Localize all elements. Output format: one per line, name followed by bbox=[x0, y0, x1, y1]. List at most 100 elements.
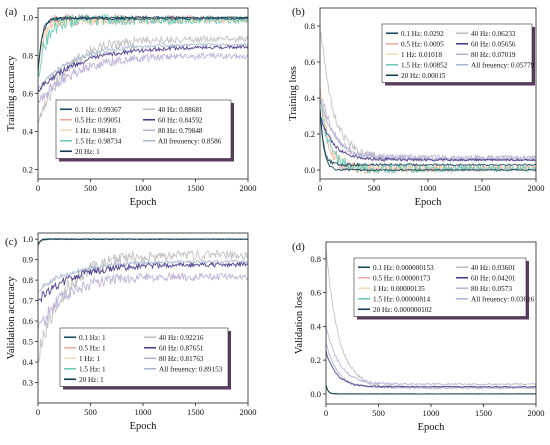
legend-entry: 20 Hz: 0.000000102 bbox=[373, 306, 432, 314]
y-tick-label: 0.5 bbox=[22, 337, 33, 347]
legend-entry: All freuency: 0.89153 bbox=[159, 365, 223, 373]
x-tick-label: 1000 bbox=[135, 407, 152, 417]
series-line-4 bbox=[326, 385, 536, 395]
y-tick-label: 0.8 bbox=[22, 51, 33, 61]
panel-a: (a) 0 500 1000 1500 2000 0.2 0.4 0.6 0.8 1.0 Epoch T… bbox=[5, 6, 257, 208]
legend-entry: 40 Hz: 0.03601 bbox=[471, 264, 516, 272]
legend-entry: 0.1 Hz: 0.000000153 bbox=[373, 264, 434, 272]
legend-entry: 0.1 Hz: 0.0292 bbox=[401, 30, 444, 38]
y-tick-label: 1.0 bbox=[22, 13, 33, 23]
x-tick-label: 500 bbox=[368, 183, 381, 193]
x-tick-label: 2000 bbox=[240, 407, 257, 417]
x-tick-label: 2000 bbox=[528, 408, 545, 418]
y-axis-label: Training accuracy bbox=[6, 55, 17, 131]
legend-entry: 60 Hz: 0.87651 bbox=[159, 344, 204, 352]
legend-entry: All freuency: 0.05779 bbox=[471, 61, 535, 69]
panel-c: (c) 0 500 1000 1500 2000 0.3 0.4 0.5 0.6 0.7 0.8 0.9… bbox=[5, 232, 257, 432]
panel-b: (b) 0 500 1000 1500 2000 0.0 0.2 0.4 0.6 0.8 Epoch T… bbox=[288, 6, 545, 208]
series-line-6 bbox=[38, 261, 248, 304]
legend-entry: 20 Hz: 1 bbox=[75, 148, 100, 156]
series-lines bbox=[320, 30, 536, 175]
y-axis-label: Training loss bbox=[288, 66, 299, 121]
legend-entry: 1 Hz: 0.00000135 bbox=[373, 285, 425, 293]
x-tick-label: 2000 bbox=[240, 183, 257, 193]
series-line-2 bbox=[38, 238, 248, 248]
series-line-6 bbox=[38, 44, 248, 93]
legend-entry: 0.1 Hz: 1 bbox=[79, 334, 106, 342]
series-lines bbox=[38, 238, 248, 363]
legend-entry: 80 Hz: 0.79848 bbox=[158, 127, 203, 135]
legend-entry: 80 Hz: 0.07019 bbox=[471, 51, 516, 59]
legend-entry: 60 Hz: 0.04201 bbox=[471, 274, 516, 282]
y-tick-label: 0.6 bbox=[22, 89, 33, 99]
x-axis-label: Epoch bbox=[418, 422, 446, 433]
x-axis-label: Epoch bbox=[130, 421, 158, 432]
legend: 0.1 Hz: 1 0.5 Hz: 1 1 Hz: 1 1.5 Hz: 1 20 Hz:… bbox=[59, 327, 231, 390]
y-tick-label: 0.0 bbox=[304, 165, 315, 175]
panel-d: (d) 0 500 1000 1500 2000 0.0 0.2 0.4 0.6 0.8 Epoch V… bbox=[292, 241, 545, 433]
series-line-4 bbox=[38, 15, 248, 71]
y-tick-label: 0.2 bbox=[22, 165, 33, 175]
y-axis-label: Validation accuracy bbox=[6, 276, 17, 360]
legend-entry: 0.1 Hz: 0.99367 bbox=[75, 106, 122, 114]
x-tick-label: 0 bbox=[324, 408, 328, 418]
legend-entry: 1.5 Hz: 0.98734 bbox=[75, 137, 122, 145]
x-tick-label: 1000 bbox=[420, 183, 437, 193]
y-tick-label: 0.8 bbox=[304, 21, 315, 31]
legend-entry: 1 Hz: 0.98418 bbox=[75, 127, 116, 135]
y-tick-label: 0.7 bbox=[22, 296, 33, 306]
legend-entry: 80 Hz: 0.81763 bbox=[159, 355, 204, 363]
legend-entry: 1.5 Hz: 1 bbox=[79, 365, 106, 373]
legend-box bbox=[353, 257, 527, 317]
legend: 0.1 Hz: 0.000000153 0.5 Hz: 0.00000173 1 H… bbox=[353, 257, 535, 320]
series-line-8 bbox=[38, 42, 248, 91]
x-tick-label: 1500 bbox=[475, 408, 492, 418]
legend-entry: 40 Hz: 0.88681 bbox=[158, 106, 203, 114]
legend-entry: 40 Hz: 0.06233 bbox=[471, 30, 516, 38]
series-line-5 bbox=[38, 249, 248, 363]
y-tick-label: 0.8 bbox=[310, 254, 321, 264]
x-tick-label: 500 bbox=[84, 183, 97, 193]
x-tick-label: 500 bbox=[372, 408, 385, 418]
x-tick-label: 1500 bbox=[187, 183, 204, 193]
legend-entry: 0.5 Hz: 0.00000173 bbox=[373, 274, 431, 282]
legend-entry: 1.5 Hz: 0.00852 bbox=[401, 61, 448, 69]
legend-entry: 80 Hz: 0.0573 bbox=[471, 285, 512, 293]
x-tick-label: 0 bbox=[36, 407, 40, 417]
x-tick-label: 500 bbox=[84, 407, 97, 417]
series-line-4 bbox=[38, 238, 248, 246]
series-line-4 bbox=[320, 107, 536, 172]
series-line-3 bbox=[38, 13, 248, 78]
series-line-6 bbox=[326, 350, 536, 388]
legend-entry: 0.5 Hz: 0.0095 bbox=[401, 40, 444, 48]
y-tick-label: 0.2 bbox=[310, 355, 321, 365]
series-line-7 bbox=[38, 51, 248, 103]
series-line-7 bbox=[320, 92, 536, 162]
y-tick-label: 0.2 bbox=[304, 129, 315, 139]
y-tick-label: 0.4 bbox=[304, 93, 315, 103]
legend-entry: 60 Hz: 0.84592 bbox=[158, 116, 203, 124]
legend-entry: 1.5 Hz: 0.00000814 bbox=[373, 295, 431, 303]
x-axis-label: Epoch bbox=[130, 197, 158, 208]
y-tick-label: 0.8 bbox=[22, 275, 33, 285]
x-tick-label: 1500 bbox=[474, 183, 491, 193]
y-tick-label: 0.9 bbox=[22, 255, 33, 265]
x-tick-label: 1500 bbox=[187, 407, 204, 417]
panel-label: (b) bbox=[292, 6, 305, 18]
panel-label: (d) bbox=[292, 241, 305, 253]
x-tick-label: 2000 bbox=[528, 183, 545, 193]
series-line-3 bbox=[320, 100, 536, 175]
legend-entry: 60 Hz: 0.05656 bbox=[471, 40, 516, 48]
legend-entry: 1 Hz: 0.01018 bbox=[401, 51, 442, 59]
series-line-8 bbox=[326, 342, 536, 389]
y-tick-label: 0.6 bbox=[22, 316, 33, 326]
y-tick-label: 0.4 bbox=[22, 357, 33, 367]
x-tick-label: 0 bbox=[318, 183, 322, 193]
legend: 0.1 Hz: 0.0292 0.5 Hz: 0.0095 1 Hz: 0.0101… bbox=[381, 23, 535, 86]
legend: 0.1 Hz: 0.99367 0.5 Hz: 0.99051 1 Hz: 0.98… bbox=[55, 99, 234, 162]
panel-label: (a) bbox=[5, 6, 18, 18]
series-line-7 bbox=[326, 325, 536, 386]
y-tick-label: 0.4 bbox=[22, 127, 33, 137]
series-line-7 bbox=[38, 271, 248, 332]
series-line-5 bbox=[326, 248, 536, 391]
